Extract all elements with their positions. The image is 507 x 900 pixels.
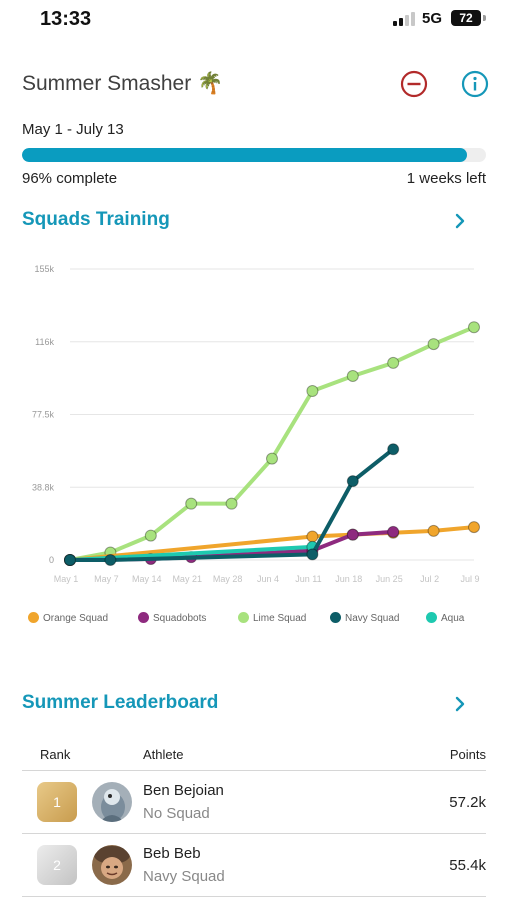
legend-label: Squadobots <box>153 613 207 624</box>
legend-item[interactable]: Aqua <box>426 612 464 628</box>
chevron-right-icon[interactable] <box>452 211 468 231</box>
x-tick-label: Jul 9 <box>460 574 479 584</box>
chart-legend: Orange Squad Squadobots Lime Squad Navy Squ… <box>28 612 488 628</box>
athlete-points: 57.2k <box>449 794 486 811</box>
data-point <box>144 529 157 542</box>
progress-bar <box>22 148 486 162</box>
legend-swatch <box>330 612 341 623</box>
x-tick-label: Jun 25 <box>376 574 403 584</box>
divider <box>22 896 486 897</box>
minus-circle-icon[interactable] <box>400 70 428 98</box>
legend-item[interactable]: Lime Squad <box>238 612 306 628</box>
rank-badge: 1 <box>37 782 77 822</box>
x-tick-label: May 21 <box>172 574 202 584</box>
signal-icon <box>393 12 415 26</box>
page-title: Summer Smasher 🌴 <box>22 72 224 95</box>
legend-label: Aqua <box>441 613 465 624</box>
data-point <box>387 443 400 456</box>
y-tick-label: 38.8k <box>32 482 55 492</box>
athlete-squad: Navy Squad <box>143 868 225 885</box>
leaderboard-title[interactable]: Summer Leaderboard <box>22 692 219 713</box>
x-tick-label: May 7 <box>94 574 119 584</box>
data-point <box>387 356 400 369</box>
data-point <box>104 554 117 566</box>
date-range: May 1 - July 13 <box>22 121 124 138</box>
data-point <box>306 385 319 398</box>
x-tick-label: May 14 <box>132 574 162 584</box>
status-bar: 13:33 5G 72 <box>0 0 507 40</box>
rank-badge: 2 <box>37 845 77 885</box>
data-point <box>387 525 400 538</box>
legend-item[interactable]: Orange Squad <box>28 612 108 628</box>
athlete-points: 55.4k <box>449 857 486 874</box>
legend-item[interactable]: Squadobots <box>138 612 206 628</box>
data-point <box>468 321 480 334</box>
athlete-name: Ben Bejoian <box>143 782 224 799</box>
legend-label: Navy Squad <box>345 613 400 624</box>
rank-column-header: Rank <box>40 747 71 762</box>
data-point <box>306 530 319 543</box>
data-point <box>64 554 76 566</box>
athlete-name: Beb Beb <box>143 845 201 862</box>
data-point <box>346 475 359 488</box>
squads-training-title[interactable]: Squads Training <box>22 209 170 230</box>
progress-label: 96% complete <box>22 170 118 187</box>
y-tick-label: 77.5k <box>32 410 55 420</box>
network-type: 5G <box>422 10 443 27</box>
series-line <box>68 325 476 562</box>
x-tick-label: Jun 4 <box>257 574 279 584</box>
data-point <box>468 521 480 534</box>
y-tick-label: 0 <box>49 555 54 565</box>
squads-training-chart: 0 38.8k 77.5k 116k 155k May 1 May 7 May 14 May 2… <box>32 264 480 584</box>
data-point <box>346 528 359 541</box>
battery-tip <box>483 15 486 21</box>
data-point <box>306 548 319 561</box>
data-point <box>266 452 278 465</box>
progress-fill <box>22 148 468 162</box>
avatar <box>92 782 132 822</box>
legend-swatch <box>138 612 149 623</box>
athlete-column-header: Athlete <box>143 747 184 762</box>
chevron-right-icon[interactable] <box>452 694 468 714</box>
legend-swatch <box>28 612 39 623</box>
battery-icon: 72 <box>451 10 481 26</box>
divider <box>22 833 486 834</box>
legend-item[interactable]: Navy Squad <box>330 612 399 628</box>
data-point <box>225 497 238 510</box>
x-tick-label: Jun 18 <box>335 574 362 584</box>
x-tick-label: May 28 <box>213 574 243 584</box>
athlete-squad: No Squad <box>143 805 210 822</box>
data-point <box>185 497 198 510</box>
data-point <box>427 338 440 351</box>
data-point <box>427 524 440 537</box>
status-time: 13:33 <box>40 8 92 30</box>
y-tick-label: 155k <box>34 264 54 274</box>
data-point <box>346 370 359 383</box>
info-circle-icon[interactable] <box>461 70 489 98</box>
avatar <box>92 845 132 885</box>
x-tick-label: Jun 11 <box>295 574 321 584</box>
divider <box>22 770 486 771</box>
legend-swatch <box>426 612 437 623</box>
y-tick-label: 116k <box>35 337 54 347</box>
legend-label: Orange Squad <box>43 613 109 624</box>
x-tick-label: Jul 2 <box>420 574 439 584</box>
legend-swatch <box>238 612 249 623</box>
time-left-label: 1 weeks left <box>406 170 486 187</box>
points-column-header: Points <box>449 747 486 762</box>
x-tick-label: May 1 <box>54 574 79 584</box>
legend-label: Lime Squad <box>253 613 307 624</box>
